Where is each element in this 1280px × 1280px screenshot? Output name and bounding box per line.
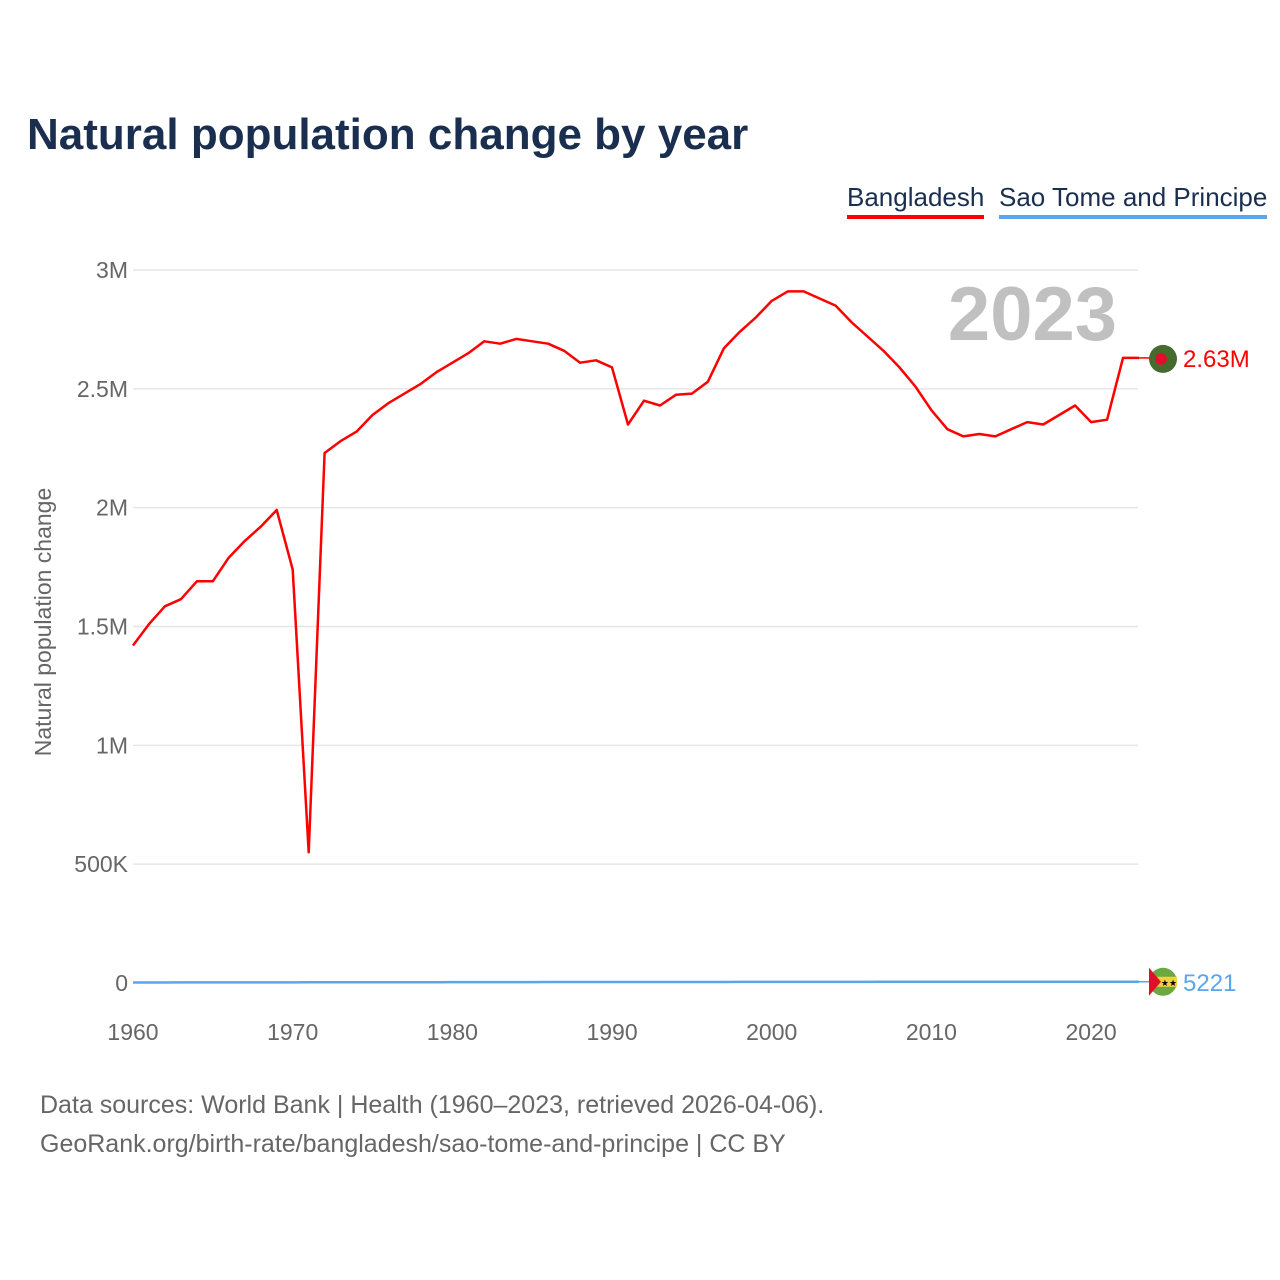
x-tick-label: 2000 (746, 1019, 797, 1045)
end-value-label: 2.63M (1183, 346, 1250, 373)
chart-title: Natural population change by year (27, 110, 749, 159)
source-line-1: Data sources: World Bank | Health (1960–… (40, 1091, 825, 1119)
x-tick-label: 1970 (267, 1019, 318, 1045)
x-tick-label: 2020 (1066, 1019, 1117, 1045)
flag-stars: ★★ (1161, 978, 1177, 988)
y-tick-label: 3M (96, 257, 128, 283)
end-value-label: 5221 (1183, 970, 1236, 997)
y-tick-label: 2M (96, 495, 128, 521)
legend-sao-tome-and-principe[interactable]: Sao Tome and Principe (999, 182, 1268, 219)
source-line-2[interactable]: GeoRank.org/birth-rate/bangladesh/sao-to… (40, 1130, 786, 1158)
flag-stripe (1149, 976, 1177, 987)
y-tick-label: 500K (74, 851, 128, 877)
y-tick-label: 2.5M (77, 376, 128, 402)
source-note: Data sources: World Bank | Health (1960–… (40, 1086, 824, 1164)
y-tick-label: 1.5M (77, 614, 128, 640)
x-tick-label: 1960 (107, 1019, 158, 1045)
series-line-sao-tome-and-principe (133, 980, 1139, 984)
flag-disc (1155, 352, 1167, 365)
series-line-bangladesh (131, 290, 1139, 854)
y-tick-label: 1M (96, 732, 128, 758)
legend-bangladesh[interactable]: Bangladesh (847, 182, 985, 219)
x-tick-label: 1990 (586, 1019, 637, 1045)
sao-tome-flag-icon: ★★ (1149, 967, 1177, 996)
y-tick-label: 0 (115, 970, 128, 996)
y-axis-label: Natural population change (30, 488, 56, 757)
year-watermark: 2023 (948, 272, 1117, 357)
x-tick-label: 1980 (427, 1019, 478, 1045)
flag-triangle (1149, 967, 1161, 996)
x-tick-label: 2010 (906, 1019, 957, 1045)
